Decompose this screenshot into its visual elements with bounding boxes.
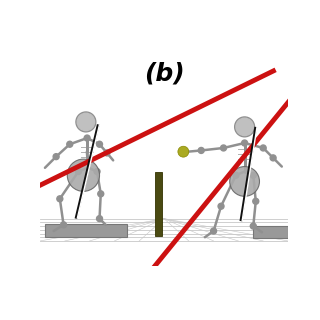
- Circle shape: [198, 148, 204, 153]
- Circle shape: [104, 150, 110, 156]
- Circle shape: [211, 228, 217, 234]
- Circle shape: [230, 166, 260, 196]
- Circle shape: [250, 223, 256, 229]
- Circle shape: [98, 191, 104, 197]
- Text: (b): (b): [144, 61, 184, 85]
- Circle shape: [260, 145, 266, 151]
- Circle shape: [218, 203, 224, 209]
- Circle shape: [67, 159, 100, 191]
- Circle shape: [53, 154, 59, 160]
- Circle shape: [220, 145, 227, 151]
- Circle shape: [235, 117, 254, 137]
- Circle shape: [253, 198, 259, 204]
- Circle shape: [57, 196, 63, 202]
- Circle shape: [77, 113, 95, 131]
- Bar: [155, 172, 162, 236]
- Circle shape: [236, 118, 253, 136]
- Circle shape: [270, 155, 276, 161]
- Circle shape: [250, 172, 256, 178]
- Circle shape: [67, 141, 73, 147]
- Circle shape: [178, 146, 189, 157]
- Circle shape: [97, 216, 102, 222]
- Circle shape: [76, 169, 81, 174]
- Circle shape: [97, 141, 102, 147]
- Circle shape: [94, 169, 100, 174]
- Bar: [45, 224, 127, 237]
- Circle shape: [60, 222, 67, 228]
- Circle shape: [242, 140, 248, 146]
- Circle shape: [76, 112, 96, 132]
- Bar: [253, 226, 288, 238]
- Circle shape: [84, 135, 90, 141]
- Circle shape: [233, 172, 239, 178]
